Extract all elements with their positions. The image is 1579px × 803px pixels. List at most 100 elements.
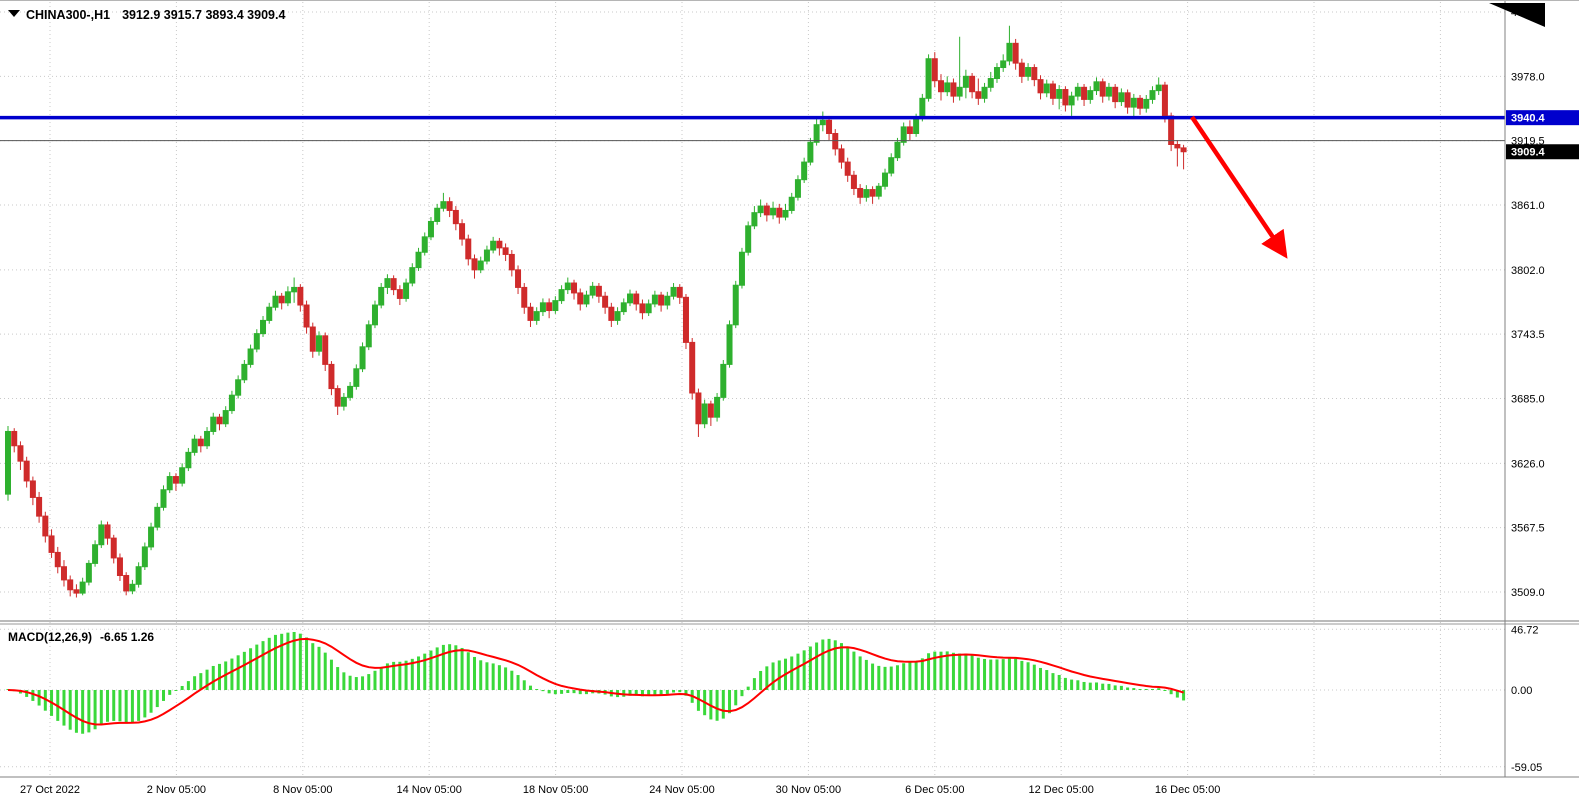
candle-body-up (141, 546, 148, 568)
candle-body-down (521, 286, 528, 308)
candle-body-up (241, 363, 248, 381)
candle-body-up (347, 385, 354, 398)
symbol-title: CHINA300-,H1 3912.9 3915.7 3893.4 3909.4 (26, 8, 285, 22)
macd-histogram-bar (99, 690, 103, 725)
candle-body-down (857, 187, 864, 198)
time-axis-label: 2 Nov 05:00 (147, 784, 206, 796)
candle-body-down (11, 430, 18, 447)
macd-histogram-bar (193, 676, 197, 690)
macd-histogram-bar (553, 690, 557, 695)
macd-histogram-bar (112, 690, 116, 721)
macd-histogram-bar (647, 690, 651, 696)
macd-histogram-bar (1051, 673, 1055, 690)
candle-body-up (925, 58, 932, 99)
candle-body-up (714, 396, 721, 418)
candle-body-down (123, 575, 130, 592)
candle-body-up (477, 260, 484, 271)
candle-body-up (894, 141, 901, 159)
macd-histogram-bar (398, 661, 402, 690)
candle-body-down (309, 326, 316, 352)
candle-body-up (409, 267, 416, 284)
candle-body-up (166, 476, 173, 491)
macd-histogram-bar (983, 658, 987, 690)
macd-histogram-bar (752, 678, 756, 690)
symbol-dropdown-icon[interactable] (8, 10, 20, 17)
macd-histogram-bar (497, 665, 501, 690)
candle-body-up (882, 172, 889, 187)
grid (0, 2, 1505, 776)
macd-histogram-bar (827, 638, 831, 690)
macd-histogram-bar (777, 660, 781, 690)
macd-histogram-bar (1113, 685, 1117, 690)
candle-body-up (558, 289, 565, 302)
macd-histogram-bar (354, 677, 358, 690)
macd-histogram-bar (815, 642, 819, 690)
candle-body-down (36, 496, 43, 517)
candle-body-up (645, 303, 652, 314)
candle-body-down (869, 189, 876, 197)
macd-histogram-bar (211, 665, 215, 690)
chart-shift-icon[interactable] (1489, 3, 1545, 27)
macd-histogram-bar (958, 653, 962, 690)
candle-body-up (770, 207, 777, 216)
candle-body-up (378, 286, 385, 306)
macd-histogram-bar (895, 665, 899, 690)
indicator-name: MACD(12,26,9) (8, 630, 92, 644)
macd-histogram-bar (939, 651, 943, 690)
macd-histogram-bar (858, 656, 862, 690)
macd-histogram-bar (914, 660, 918, 690)
candle-body-up (272, 295, 279, 308)
candle-body-up (1006, 42, 1013, 62)
macd-histogram-bar (217, 663, 221, 690)
macd-histogram-bar (286, 632, 290, 690)
macd-histogram-bar (1026, 662, 1030, 690)
macd-histogram-bar (385, 663, 389, 690)
macd-histogram-bar (1169, 690, 1173, 695)
candle-body-up (185, 451, 192, 469)
macd-histogram-bar (410, 658, 414, 690)
candle-body-down (1174, 143, 1181, 149)
candle-body-up (260, 319, 267, 335)
trend-arrow[interactable] (1190, 115, 1288, 259)
symbol-name: CHINA300-,H1 (26, 8, 110, 22)
candle-body-down (23, 460, 30, 482)
candle-body-down (633, 293, 640, 305)
candle-body-down (1112, 86, 1119, 103)
macd-histogram-bar (367, 674, 371, 690)
time-axis-label: 8 Nov 05:00 (273, 784, 332, 796)
macd-histogram-bar (1144, 689, 1148, 690)
resistance-price-tag: 3940.4 (1511, 113, 1546, 125)
candle-body-down (515, 269, 522, 288)
candle-body-down (48, 535, 55, 553)
macd-histogram-bar (908, 662, 912, 690)
time-axis-label: 24 Nov 05:00 (649, 784, 714, 796)
candle-body-up (620, 302, 627, 313)
macd-histogram-bar (1132, 688, 1136, 690)
drawn-objects[interactable] (0, 115, 1505, 259)
macd-histogram-bar (249, 648, 253, 690)
macd-histogram-bar (877, 665, 881, 690)
candle-body-down (1124, 92, 1131, 108)
candle-body-down (658, 294, 665, 306)
candle-body-down (396, 289, 403, 299)
macd-histogram-bar (466, 652, 470, 690)
time-axis-label: 30 Nov 05:00 (776, 784, 841, 796)
macd-histogram-bar (441, 644, 445, 690)
candle-body-up (371, 304, 378, 326)
candle-body-up (5, 430, 11, 495)
candle-body-up (129, 583, 136, 592)
candle-body-down (297, 286, 304, 306)
macd-histogram-bar (491, 663, 495, 690)
candle-body-down (969, 75, 976, 93)
candle-body-down (17, 445, 24, 462)
macd-histogram-bar (74, 690, 78, 733)
macd-histogram-bar (504, 667, 508, 690)
candle-body-up (1155, 84, 1162, 92)
candle-body-up (79, 581, 86, 594)
candle-body-up (1056, 89, 1063, 99)
candle-body-up (583, 294, 590, 305)
candle-body-up (738, 251, 745, 286)
candle-body-down (54, 551, 61, 568)
macd-histogram-bar (889, 666, 893, 690)
